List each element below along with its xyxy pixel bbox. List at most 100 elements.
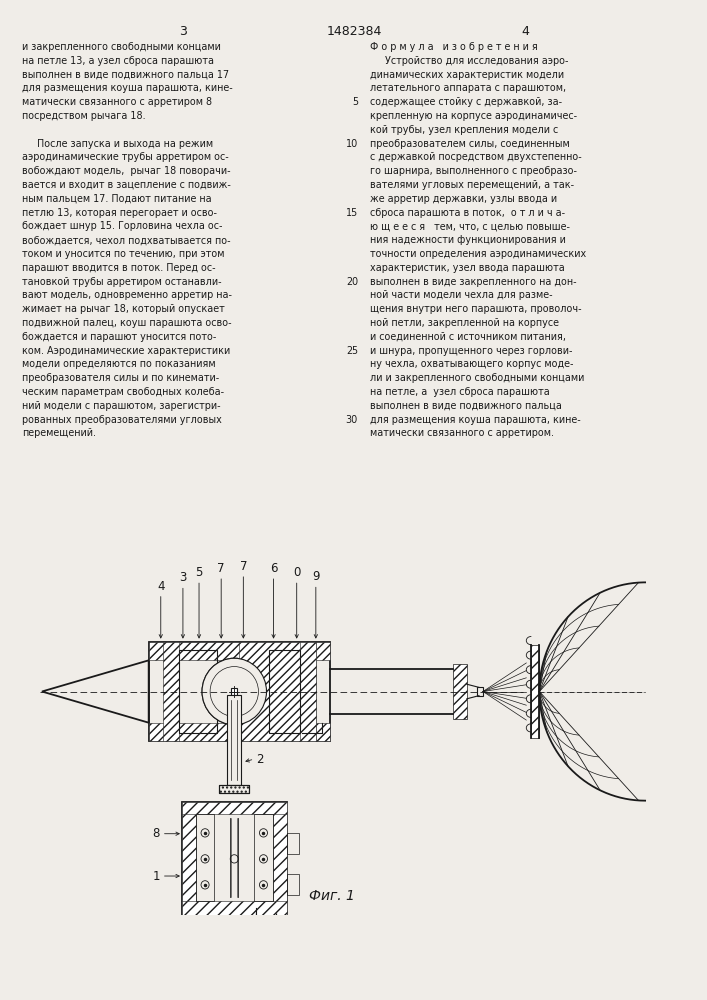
Text: тановкой трубы арретиром останавли-: тановкой трубы арретиром останавли- xyxy=(22,277,221,287)
Text: 25: 25 xyxy=(346,346,358,356)
Text: выполнен в виде закрепленного на дон-: выполнен в виде закрепленного на дон- xyxy=(370,277,577,287)
Text: 9: 9 xyxy=(312,570,320,583)
Text: кой трубы, узел крепления модели с: кой трубы, узел крепления модели с xyxy=(370,125,559,135)
Text: 1: 1 xyxy=(152,870,160,883)
Text: матически связанного с арретиром.: матически связанного с арретиром. xyxy=(370,428,554,438)
Bar xyxy=(179,650,217,733)
Bar xyxy=(182,901,286,916)
Text: преобразователем силы, соединенным: преобразователем силы, соединенным xyxy=(370,139,570,149)
Text: бождается и парашют уносится пото-: бождается и парашют уносится пото- xyxy=(22,332,216,342)
Bar xyxy=(532,645,539,738)
Text: ным пальцем 17. Подают питание на: ным пальцем 17. Подают питание на xyxy=(22,194,211,204)
Text: бождает шнур 15. Горловина чехла ос-: бождает шнур 15. Горловина чехла ос- xyxy=(22,221,223,231)
Text: щения внутри него парашюта, проволоч-: щения внутри него парашюта, проволоч- xyxy=(370,304,582,314)
Text: 7: 7 xyxy=(218,562,225,575)
Bar xyxy=(300,642,316,741)
Text: 3: 3 xyxy=(180,571,187,584)
Text: ческим параметрам свободных колеба-: ческим параметрам свободных колеба- xyxy=(22,387,224,397)
Text: летательного аппарата с парашютом,: летательного аппарата с парашютом, xyxy=(370,83,566,93)
Text: 5: 5 xyxy=(195,566,203,579)
Bar xyxy=(231,688,238,695)
Text: парашют вводится в поток. Перед ос-: парашют вводится в поток. Перед ос- xyxy=(22,263,216,273)
Text: преобразователя силы и по кинемати-: преобразователя силы и по кинемати- xyxy=(22,373,219,383)
Text: Ф о р м у л а   и з о б р е т е н и я: Ф о р м у л а и з о б р е т е н и я xyxy=(370,42,538,52)
Text: 10: 10 xyxy=(346,139,358,149)
Text: с державкой посредством двухстепенно-: с державкой посредством двухстепенно- xyxy=(370,152,582,162)
Bar xyxy=(286,833,299,854)
Text: сброса парашюта в поток,  о т л и ч а-: сброса парашюта в поток, о т л и ч а- xyxy=(370,208,565,218)
Text: 15: 15 xyxy=(346,208,358,218)
Text: 1482384: 1482384 xyxy=(327,25,382,38)
Text: выполнен в виде подвижного пальца 17: выполнен в виде подвижного пальца 17 xyxy=(22,70,229,80)
Text: Устройство для исследования аэро-: Устройство для исследования аэро- xyxy=(370,56,568,66)
Text: ну чехла, охватывающего корпус моде-: ну чехла, охватывающего корпус моде- xyxy=(370,359,573,369)
Bar xyxy=(239,642,316,741)
Text: 0: 0 xyxy=(293,566,300,579)
Text: жимает на рычаг 18, который опускает: жимает на рычаг 18, который опускает xyxy=(22,304,225,314)
Text: для размещения коуша парашюта, кине-: для размещения коуша парашюта, кине- xyxy=(370,415,580,425)
Text: 7: 7 xyxy=(240,560,247,573)
Text: ний модели с парашютом, зарегистри-: ний модели с парашютом, зарегистри- xyxy=(22,401,221,411)
Text: го шарнира, выполненного с преобразо-: го шарнира, выполненного с преобразо- xyxy=(370,166,577,176)
Text: ли и закрепленного свободными концами: ли и закрепленного свободными концами xyxy=(370,373,585,383)
Text: 8: 8 xyxy=(153,827,160,840)
Bar xyxy=(269,650,300,733)
Text: перемещений.: перемещений. xyxy=(22,428,96,438)
Text: подвижной палец, коуш парашюта осво-: подвижной палец, коуш парашюта осво- xyxy=(22,318,232,328)
Text: на петле, а  узел сброса парашюта: на петле, а узел сброса парашюта xyxy=(370,387,550,397)
Bar xyxy=(148,642,330,660)
Bar xyxy=(452,664,467,719)
Bar xyxy=(255,814,272,901)
Text: 20: 20 xyxy=(346,277,358,287)
Text: аэродинамические трубы арретиром ос-: аэродинамические трубы арретиром ос- xyxy=(22,152,229,162)
Text: вают модель, одновременно арретир на-: вают модель, одновременно арретир на- xyxy=(22,290,232,300)
Text: для размещения коуша парашюта, кине-: для размещения коуша парашюта, кине- xyxy=(22,83,233,93)
Text: динамических характеристик модели: динамических характеристик модели xyxy=(370,70,564,80)
Text: крепленную на корпусе аэродинамичес-: крепленную на корпусе аэродинамичес- xyxy=(370,111,577,121)
Text: вателями угловых перемещений, а так-: вателями угловых перемещений, а так- xyxy=(370,180,574,190)
Text: характеристик, узел ввода парашюта: характеристик, узел ввода парашюта xyxy=(370,263,565,273)
Text: 5: 5 xyxy=(352,97,358,107)
Text: точности определения аэродинамических: точности определения аэродинамических xyxy=(370,249,586,259)
Text: вобождается, чехол подхватывается по-: вобождается, чехол подхватывается по- xyxy=(22,235,230,245)
Text: петлю 13, которая перегорает и осво-: петлю 13, которая перегорает и осво- xyxy=(22,208,217,218)
Bar xyxy=(219,785,250,793)
Bar xyxy=(182,802,286,916)
Text: ния надежности функционирования и: ния надежности функционирования и xyxy=(370,235,566,245)
Text: и закрепленного свободными концами: и закрепленного свободными концами xyxy=(22,42,221,52)
Text: ной части модели чехла для разме-: ной части модели чехла для разме- xyxy=(370,290,553,300)
Text: вается и входит в зацепление с подвиж-: вается и входит в зацепление с подвиж- xyxy=(22,180,231,190)
Text: содержащее стойку с державкой, за-: содержащее стойку с державкой, за- xyxy=(370,97,562,107)
Bar xyxy=(227,695,241,785)
Bar xyxy=(182,802,196,916)
Bar xyxy=(163,642,179,741)
Bar xyxy=(219,785,250,793)
Text: 2: 2 xyxy=(257,753,264,766)
Text: вобождают модель,  рычаг 18 поворачи-: вобождают модель, рычаг 18 поворачи- xyxy=(22,166,230,176)
Bar xyxy=(272,802,286,916)
Text: 30: 30 xyxy=(346,415,358,425)
Text: ю щ е е с я   тем, что, с целью повыше-: ю щ е е с я тем, что, с целью повыше- xyxy=(370,221,570,231)
Text: 6: 6 xyxy=(270,562,277,575)
Bar xyxy=(148,723,330,741)
Bar xyxy=(196,814,214,901)
Text: рованных преобразователями угловых: рованных преобразователями угловых xyxy=(22,415,222,425)
Circle shape xyxy=(202,658,267,725)
Text: 4: 4 xyxy=(521,25,529,38)
Bar xyxy=(182,802,286,814)
Bar xyxy=(477,687,483,696)
Text: и шнура, пропущенного через горлови-: и шнура, пропущенного через горлови- xyxy=(370,346,573,356)
Text: на петле 13, а узел сброса парашюта: на петле 13, а узел сброса парашюта xyxy=(22,56,214,66)
Text: ной петли, закрепленной на корпусе: ной петли, закрепленной на корпусе xyxy=(370,318,559,328)
Bar xyxy=(231,688,238,695)
Text: матически связанного с арретиром 8: матически связанного с арретиром 8 xyxy=(22,97,212,107)
Bar xyxy=(286,874,299,895)
Text: посредством рычага 18.: посредством рычага 18. xyxy=(22,111,146,121)
Text: током и уносится по течению, при этом: током и уносится по течению, при этом xyxy=(22,249,225,259)
Text: ком. Аэродинамические характеристики: ком. Аэродинамические характеристики xyxy=(22,346,230,356)
Bar xyxy=(148,642,330,741)
Text: Фиг. 1: Фиг. 1 xyxy=(309,889,355,903)
Text: модели определяются по показаниям: модели определяются по показаниям xyxy=(22,359,216,369)
Text: же арретир державки, узлы ввода и: же арретир державки, узлы ввода и xyxy=(370,194,557,204)
Text: После запуска и выхода на режим: После запуска и выхода на режим xyxy=(22,139,213,149)
